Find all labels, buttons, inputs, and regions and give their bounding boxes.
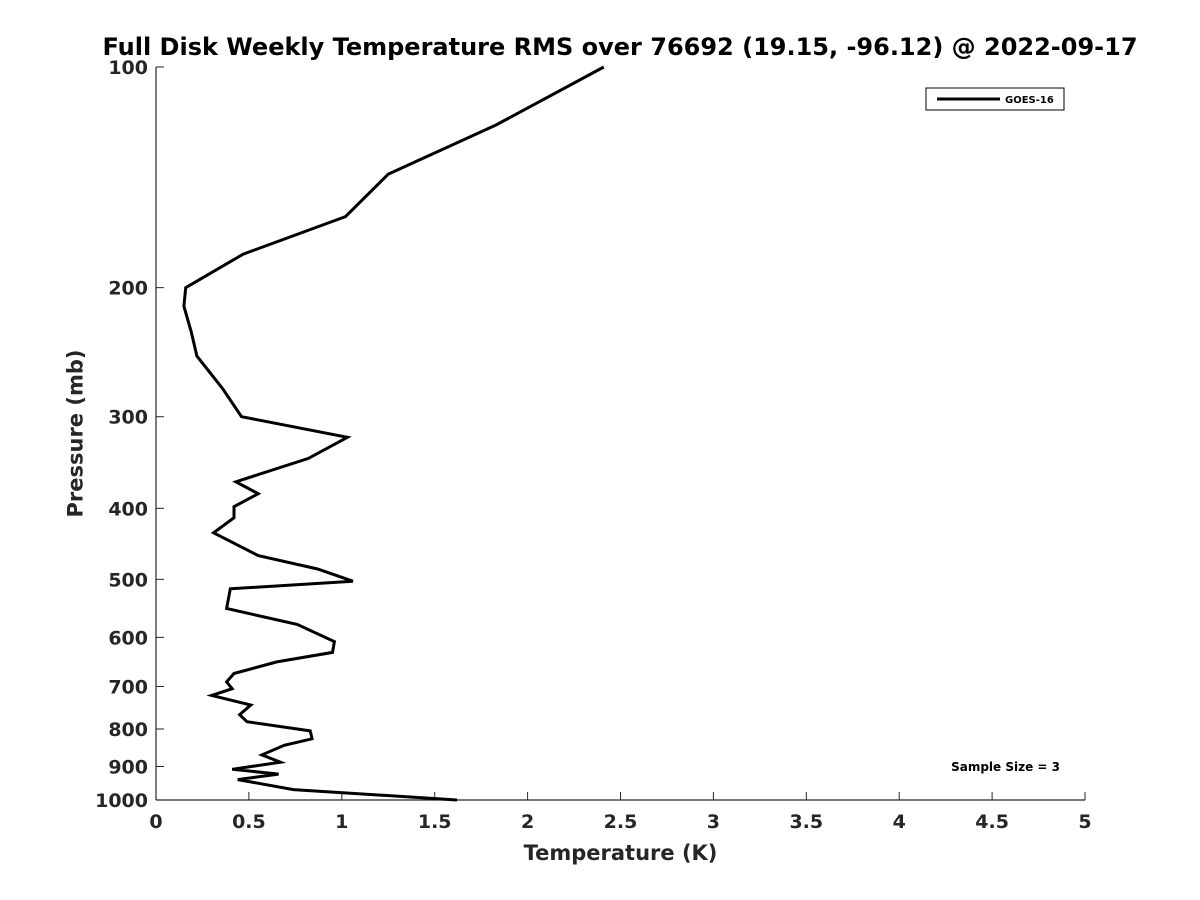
sample-size-annotation: Sample Size = 3: [951, 760, 1060, 774]
y-axis-ticks: 100 200 300 400 500 600 700 800 900 1000: [95, 57, 164, 812]
x-tick-label: 4: [893, 811, 906, 833]
y-tick-label: 900: [108, 756, 148, 778]
x-tick-label: 3: [707, 811, 720, 833]
y-tick-label: 200: [108, 278, 148, 300]
y-tick-label: 800: [108, 719, 148, 741]
y-tick-label: 600: [108, 627, 148, 649]
series-line-goes-16: [182, 65, 605, 802]
x-tick-label: 1.5: [418, 811, 452, 833]
legend-label-goes-16: GOES-16: [1005, 95, 1054, 106]
series-layer: [182, 65, 605, 802]
y-tick-label: 300: [108, 407, 148, 429]
x-tick-label: 2: [521, 811, 534, 833]
x-tick-label: 2.5: [604, 811, 638, 833]
x-tick-label: 1: [335, 811, 348, 833]
legend: GOES-16: [925, 87, 1065, 111]
x-tick-label: 4.5: [975, 811, 1009, 833]
y-tick-label: 700: [108, 676, 148, 698]
x-tick-label: 0.5: [232, 811, 266, 833]
x-axis-ticks: 0 0.5 1 1.5 2 2.5 3 3.5 4 4.5 5: [149, 792, 1092, 833]
chart-title: Full Disk Weekly Temperature RMS over 76…: [102, 33, 1137, 61]
x-tick-label: 5: [1078, 811, 1091, 833]
plot-axes: [155, 67, 1085, 801]
y-axis-label: Pressure (mb): [63, 350, 87, 518]
y-tick-label: 400: [108, 498, 148, 520]
x-tick-label: 0: [149, 811, 162, 833]
x-tick-label: 3.5: [789, 811, 823, 833]
y-tick-label: 500: [108, 569, 148, 591]
y-tick-label: 1000: [95, 790, 148, 812]
y-tick-label: 100: [108, 57, 148, 79]
x-axis-label: Temperature (K): [524, 841, 718, 865]
